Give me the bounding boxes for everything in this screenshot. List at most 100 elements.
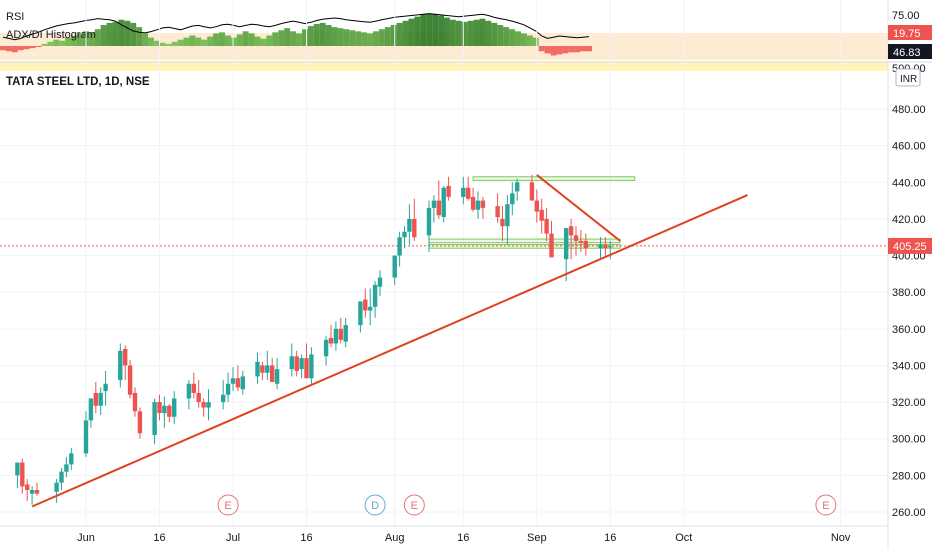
- candle-body: [505, 204, 510, 227]
- candle-body: [294, 356, 299, 371]
- candle-body: [583, 240, 588, 249]
- adx-hist-bar: [213, 33, 220, 46]
- adx-hist-bar: [148, 37, 154, 46]
- adx-hist-bar: [118, 19, 125, 46]
- candle-body: [392, 255, 397, 278]
- candle-body: [431, 200, 437, 208]
- candle-body: [69, 453, 74, 465]
- candle-body: [436, 200, 441, 216]
- event-marker-circle: [403, 494, 425, 516]
- candle-body: [59, 471, 64, 483]
- adx-hist-bar: [509, 29, 516, 46]
- adx-hist-bar: [325, 25, 332, 46]
- adx-hist-bar: [5, 46, 12, 52]
- adx-histogram: [0, 13, 592, 56]
- adx-hist-bar: [296, 33, 302, 46]
- dividend-marker[interactable]: D: [364, 494, 386, 516]
- price-axis[interactable]: 260.00 280.00 300.00 320.00 340.00 360.00 380.…: [892, 104, 926, 519]
- candle-body: [123, 348, 128, 366]
- adx-hist-bar: [153, 40, 160, 46]
- adx-hist-bar: [248, 33, 255, 46]
- adx-hist-bar: [455, 20, 462, 46]
- candle-body: [137, 411, 143, 434]
- event-marker-circle: [364, 494, 386, 516]
- candle-body: [461, 187, 466, 197]
- candle-body: [265, 365, 270, 373]
- time-tick-label: Jun: [77, 532, 95, 544]
- candle-body: [15, 462, 20, 476]
- candle-body: [152, 402, 157, 436]
- candle-body: [573, 235, 579, 241]
- adx-hist-bar: [41, 43, 48, 46]
- earnings-marker[interactable]: E: [815, 494, 837, 516]
- adx-hist-bar: [461, 21, 468, 46]
- trendline[interactable]: [536, 174, 621, 242]
- adx-hist-bar: [319, 22, 326, 46]
- time-axis[interactable]: Jun 16 Jul 16 Aug 16 Sep 16 Oct Nov: [77, 532, 851, 544]
- price-tick-label: 340.00: [892, 360, 926, 372]
- earnings-marker[interactable]: E: [217, 494, 239, 516]
- adx-hist-bar: [171, 41, 178, 46]
- earnings-marker[interactable]: E: [403, 494, 425, 516]
- zone-rectangle[interactable]: [428, 238, 621, 244]
- adx-hist-bar: [520, 33, 527, 46]
- adx-hist-bar: [272, 32, 279, 46]
- time-tick-label: 16: [457, 532, 469, 544]
- adx-hist-bar: [568, 46, 575, 53]
- candle-body: [230, 378, 236, 384]
- candle-body: [363, 299, 368, 311]
- adx-hist-bar: [408, 18, 415, 46]
- zone-rectangle[interactable]: [472, 176, 636, 181]
- candle-body: [270, 365, 275, 382]
- adx-hist-bar: [349, 30, 356, 46]
- candle-body: [157, 402, 162, 414]
- candle-body: [377, 277, 383, 287]
- candle-body: [446, 185, 451, 197]
- adx-hist-bar: [497, 25, 504, 46]
- adx-hist-bar: [29, 46, 36, 49]
- time-tick-label: 16: [604, 532, 616, 544]
- adx-hist-bar: [260, 38, 267, 46]
- adx-hist-bar: [444, 17, 450, 46]
- candle-body: [191, 383, 196, 393]
- adx-hist-bar: [467, 20, 474, 46]
- adx-hist-bar: [207, 36, 214, 46]
- adx-hist-bar: [485, 20, 492, 46]
- event-marker-circle: [815, 494, 837, 516]
- candle-body: [549, 233, 554, 258]
- adx-hist-bar: [17, 46, 24, 51]
- indicator-pane[interactable]: RSI ADX/DI Histogram: [0, 11, 932, 71]
- currency-button[interactable]: INR: [895, 68, 921, 87]
- candle-body: [186, 383, 192, 399]
- candle-body: [470, 196, 476, 210]
- adx-hist-bar: [384, 27, 391, 46]
- adx-hist-bar: [562, 46, 569, 54]
- candle-body: [500, 218, 505, 227]
- adx-hist-bar: [420, 14, 427, 46]
- rsi-line: [2, 13, 590, 41]
- adx-hist-bar: [183, 37, 190, 46]
- candle-body: [225, 383, 231, 395]
- candle-body: [221, 394, 226, 403]
- candles: [15, 174, 613, 505]
- candle-body: [466, 187, 471, 199]
- candle-body: [603, 244, 608, 249]
- price-tick-label: 280.00: [892, 470, 926, 482]
- candle-body: [598, 244, 603, 249]
- price-tick-label: 260.00: [892, 507, 926, 519]
- candle-body: [544, 218, 549, 234]
- trendlines[interactable]: [31, 174, 748, 508]
- adx-hist-bar: [367, 33, 373, 46]
- price-tick-label: 360.00: [892, 324, 926, 336]
- adx-hist-bar: [189, 35, 196, 46]
- adx-hist-bar: [414, 16, 421, 46]
- trendline[interactable]: [31, 194, 748, 508]
- adx-hist-bar: [224, 35, 231, 46]
- adx-hist-bar: [94, 29, 101, 46]
- candle-body: [64, 464, 69, 472]
- candle-body: [578, 240, 584, 243]
- rsi-badge-upper: 19.75: [888, 25, 932, 40]
- adx-hist-bar: [503, 27, 510, 46]
